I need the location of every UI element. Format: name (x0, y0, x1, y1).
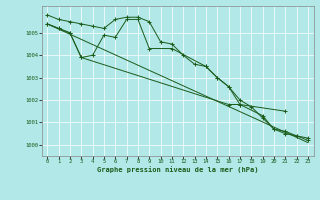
X-axis label: Graphe pression niveau de la mer (hPa): Graphe pression niveau de la mer (hPa) (97, 167, 258, 173)
